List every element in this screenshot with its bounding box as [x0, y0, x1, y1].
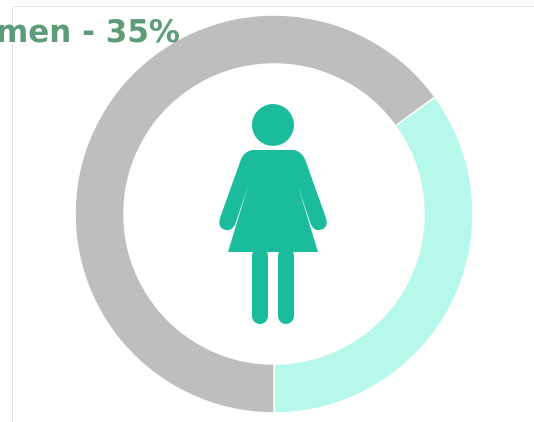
- woman-icon: [219, 104, 327, 324]
- donut-segment: [74, 14, 437, 414]
- chart-title: Women - 35%: [0, 14, 180, 50]
- donut-segment: [273, 95, 474, 414]
- donut: [74, 14, 474, 414]
